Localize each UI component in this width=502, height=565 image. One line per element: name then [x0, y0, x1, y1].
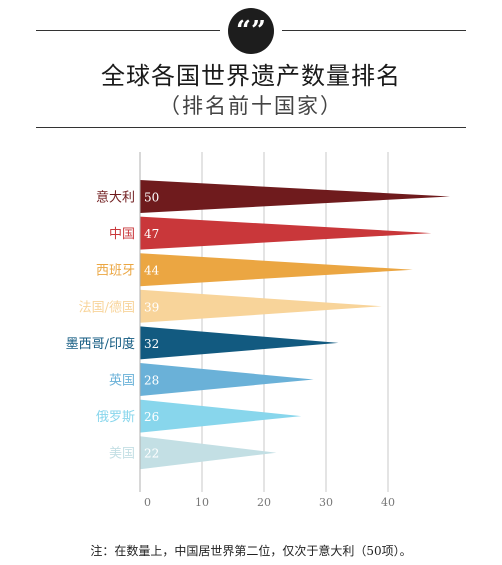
chart-title: 全球各国世界遗产数量排名 [101, 62, 401, 90]
category-label-3: 法国/德国 [79, 300, 135, 315]
bar-4 [140, 326, 339, 360]
value-label-5: 28 [144, 374, 159, 388]
header-rule-left [36, 30, 220, 31]
bar-0 [140, 180, 450, 213]
category-label-4: 墨西哥/印度 [66, 336, 135, 352]
x-tick-label-0: 0 [144, 496, 151, 509]
value-label-7: 22 [144, 447, 159, 461]
bar-1 [140, 216, 432, 250]
quote-icon: “” [228, 8, 274, 54]
bar-7 [140, 436, 277, 470]
value-label-1: 47 [144, 227, 159, 241]
category-label-6: 俄罗斯 [96, 410, 135, 425]
footnote: 注：在数量上，中国居世界第二位，仅次于意大利（50项）。 [90, 544, 412, 558]
category-label-1: 中国 [109, 227, 135, 242]
category-label-7: 美国 [109, 447, 135, 462]
bar-6 [140, 399, 302, 433]
value-label-2: 44 [144, 264, 160, 278]
value-label-4: 32 [144, 337, 159, 351]
bar-5 [140, 363, 314, 396]
x-tick-label-2: 20 [257, 496, 271, 509]
value-label-3: 39 [144, 300, 159, 314]
bar-2 [140, 253, 413, 287]
bar-chart: 0 10 20 30 40 意大利 50 中国 47 西班牙 44 法国/德国 39 墨西哥/印度 32 英国… [66, 152, 450, 509]
x-tick-label-4: 40 [381, 496, 395, 509]
x-tick-label-1: 10 [195, 496, 209, 509]
value-label-0: 50 [144, 191, 159, 205]
category-label-0: 意大利 [96, 190, 135, 206]
header-rule-bottom [36, 127, 466, 128]
chart-subtitle: （排名前十国家） [159, 94, 343, 118]
category-label-5: 英国 [109, 374, 135, 389]
header-rule-right [282, 30, 466, 31]
value-label-6: 26 [144, 410, 159, 424]
category-label-2: 西班牙 [96, 264, 135, 279]
x-tick-label-3: 30 [319, 496, 333, 509]
bar-3 [140, 289, 382, 323]
